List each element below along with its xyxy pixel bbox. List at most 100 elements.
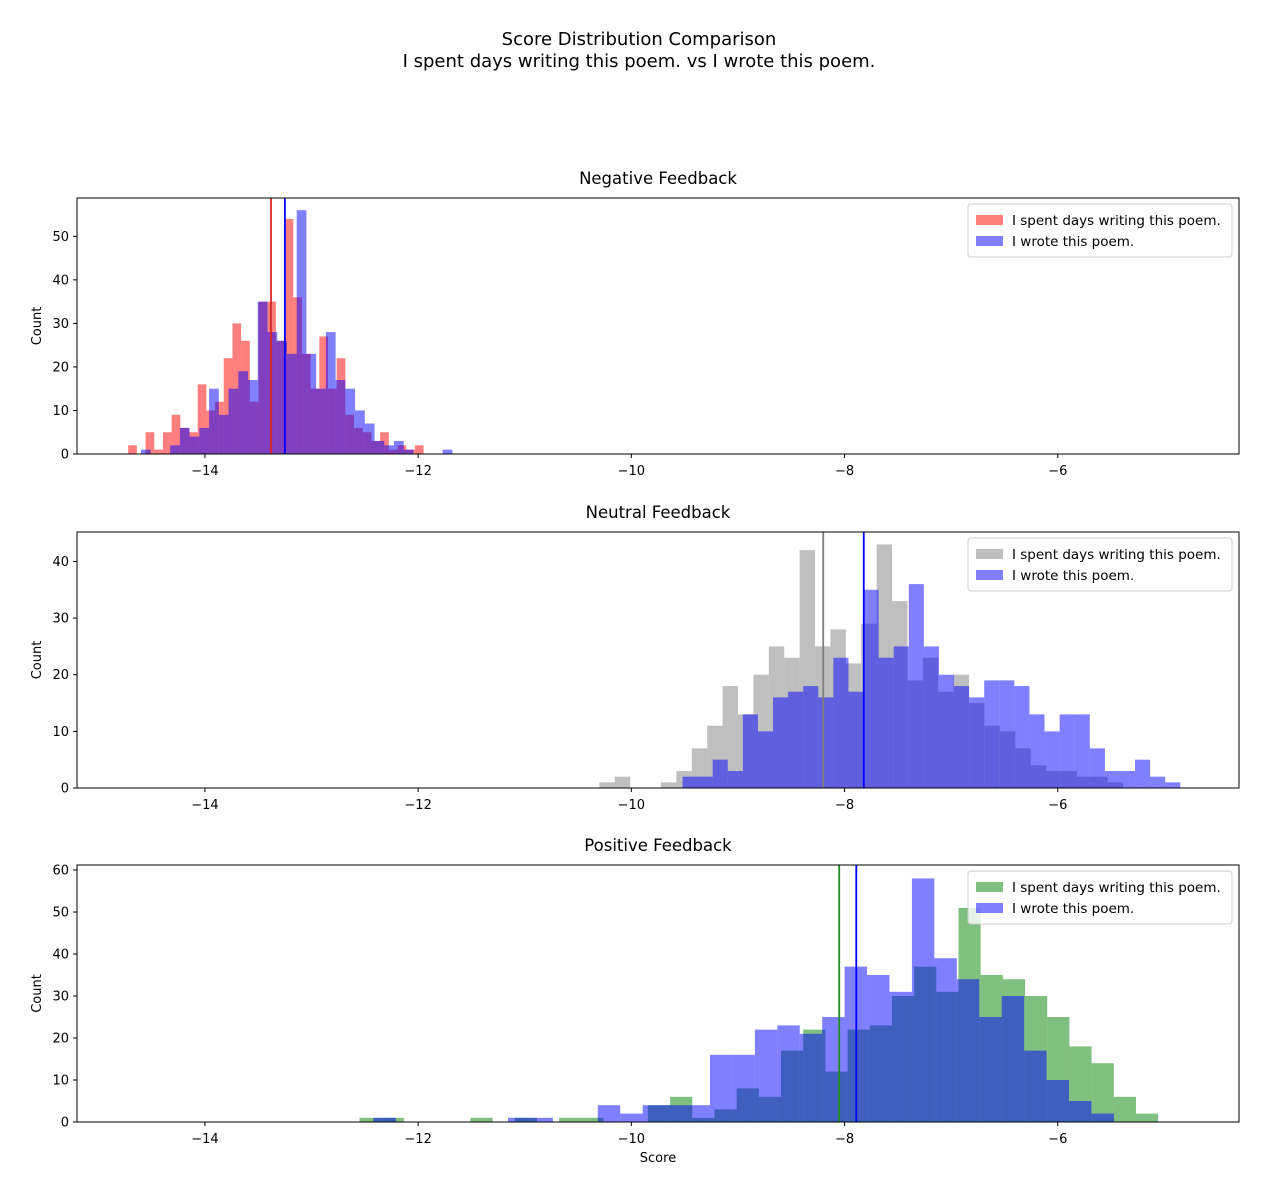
histogram-bar bbox=[1135, 1113, 1159, 1122]
histogram-bar bbox=[140, 449, 151, 454]
histogram-bar bbox=[923, 646, 939, 788]
legend-swatch bbox=[976, 882, 1003, 892]
y-tick-label: 50 bbox=[52, 906, 69, 921]
histogram-bar bbox=[938, 674, 955, 788]
histogram-bar bbox=[803, 686, 819, 788]
legend-label: I wrote this poem. bbox=[1012, 568, 1134, 584]
histogram-bar bbox=[209, 388, 219, 454]
histogram-bar bbox=[1014, 686, 1030, 788]
plot-area bbox=[359, 865, 1159, 1122]
y-tick-label: 40 bbox=[52, 948, 69, 963]
histogram-bar bbox=[1044, 731, 1060, 788]
histogram-bar bbox=[223, 358, 233, 454]
histogram-bar bbox=[277, 340, 287, 454]
x-tick-label: −8 bbox=[835, 464, 854, 479]
histogram-bar bbox=[642, 1105, 666, 1122]
legend: I spent days writing this poem. I wrote t… bbox=[967, 203, 1233, 258]
legend-swatch bbox=[976, 549, 1003, 559]
histogram-bar bbox=[889, 991, 912, 1122]
histogram-bar bbox=[403, 449, 414, 454]
histogram-bar bbox=[197, 384, 207, 454]
histogram-bar bbox=[228, 388, 239, 454]
y-tick-label: 60 bbox=[52, 864, 69, 879]
legend-swatch bbox=[976, 903, 1003, 913]
histogram-bar bbox=[1119, 771, 1136, 788]
histogram-bar bbox=[878, 657, 894, 788]
histogram-bar bbox=[345, 388, 356, 454]
histogram-bar bbox=[1069, 1101, 1092, 1122]
legend-box bbox=[967, 203, 1233, 258]
histogram-bar bbox=[364, 423, 375, 454]
plot-frame bbox=[76, 864, 1240, 1123]
chart-panels: Negative Feedback −14 −12 −10 −8 −6 0 10 20 30 40 5… bbox=[30, 169, 1240, 1166]
x-tick-label: −14 bbox=[191, 464, 218, 479]
plot-area bbox=[128, 198, 453, 454]
histogram-bar bbox=[189, 436, 200, 454]
y-tick-label: 40 bbox=[52, 555, 69, 570]
histogram-bar bbox=[1091, 1113, 1114, 1122]
histogram-bar bbox=[687, 1105, 710, 1122]
x-tick-label: −6 bbox=[1048, 464, 1067, 479]
y-tick-label: 0 bbox=[61, 448, 69, 463]
histogram-bar bbox=[559, 1117, 582, 1122]
plot-frame bbox=[76, 197, 1240, 455]
series-wrote-bars bbox=[140, 210, 453, 454]
histogram-bar bbox=[284, 218, 294, 454]
histogram-bar bbox=[822, 1017, 845, 1122]
legend-label: I spent days writing this poem. bbox=[1012, 213, 1221, 229]
histogram-bar bbox=[773, 697, 789, 788]
x-tick-label: −8 bbox=[835, 798, 854, 813]
y-tick-label: 20 bbox=[52, 668, 69, 683]
figure-title-line1: Score Distribution Comparison bbox=[502, 29, 777, 50]
histogram-bar bbox=[1113, 1096, 1136, 1122]
histogram-bar bbox=[171, 414, 181, 454]
y-tick-label: 30 bbox=[52, 612, 69, 627]
histogram-bar bbox=[325, 332, 336, 454]
x-tick-label: −12 bbox=[404, 798, 431, 813]
y-tick-label: 30 bbox=[52, 317, 69, 332]
x-tick-label: −12 bbox=[404, 1132, 431, 1147]
histogram-bar bbox=[867, 975, 890, 1122]
histogram-bar bbox=[614, 776, 631, 788]
x-tick-label: −14 bbox=[191, 798, 218, 813]
x-tick-label: −6 bbox=[1048, 798, 1067, 813]
histogram-bar bbox=[316, 388, 326, 454]
x-tick-label: −10 bbox=[618, 798, 645, 813]
legend-swatch bbox=[976, 570, 1003, 580]
y-tick-label: 10 bbox=[52, 725, 69, 740]
histogram-bar bbox=[380, 432, 389, 454]
x-axis-label: Score bbox=[640, 1151, 676, 1166]
histogram-bar bbox=[934, 958, 957, 1122]
histogram-bar bbox=[833, 657, 849, 788]
histogram-bar bbox=[799, 1033, 823, 1122]
histogram-bar bbox=[1029, 714, 1045, 788]
series-wrote-bars bbox=[682, 584, 1181, 788]
histogram-bar bbox=[848, 691, 864, 788]
histogram-bar bbox=[969, 697, 985, 788]
histogram-bar bbox=[863, 589, 879, 788]
panel-negative-feedback: Negative Feedback −14 −12 −10 −8 −6 0 10 20 30 40 5… bbox=[30, 169, 1240, 479]
legend-box bbox=[967, 870, 1233, 925]
x-tick-label: −12 bbox=[404, 464, 431, 479]
histogram-bar bbox=[1135, 759, 1151, 788]
histogram-bar bbox=[170, 445, 180, 454]
y-tick-label: 40 bbox=[52, 273, 69, 288]
x-tick-label: −10 bbox=[618, 1132, 645, 1147]
histogram-bar bbox=[306, 353, 317, 454]
legend-label: I wrote this poem. bbox=[1012, 234, 1134, 250]
histogram-bar bbox=[355, 410, 365, 454]
histogram-bar bbox=[908, 584, 924, 788]
legend-swatch bbox=[976, 215, 1003, 225]
legend-swatch bbox=[976, 236, 1003, 246]
histogram-bar bbox=[530, 1117, 553, 1122]
y-axis-label: Count bbox=[30, 307, 45, 346]
histogram-bar bbox=[384, 445, 395, 454]
histogram-bar bbox=[508, 1117, 531, 1122]
histogram-bar bbox=[359, 1117, 382, 1122]
legend-box bbox=[967, 537, 1233, 592]
histogram-bar bbox=[199, 427, 210, 454]
histogram-bar bbox=[257, 301, 268, 454]
histogram-bar bbox=[267, 332, 278, 454]
histogram-bar bbox=[979, 1017, 1002, 1122]
histogram-bar bbox=[757, 731, 774, 788]
